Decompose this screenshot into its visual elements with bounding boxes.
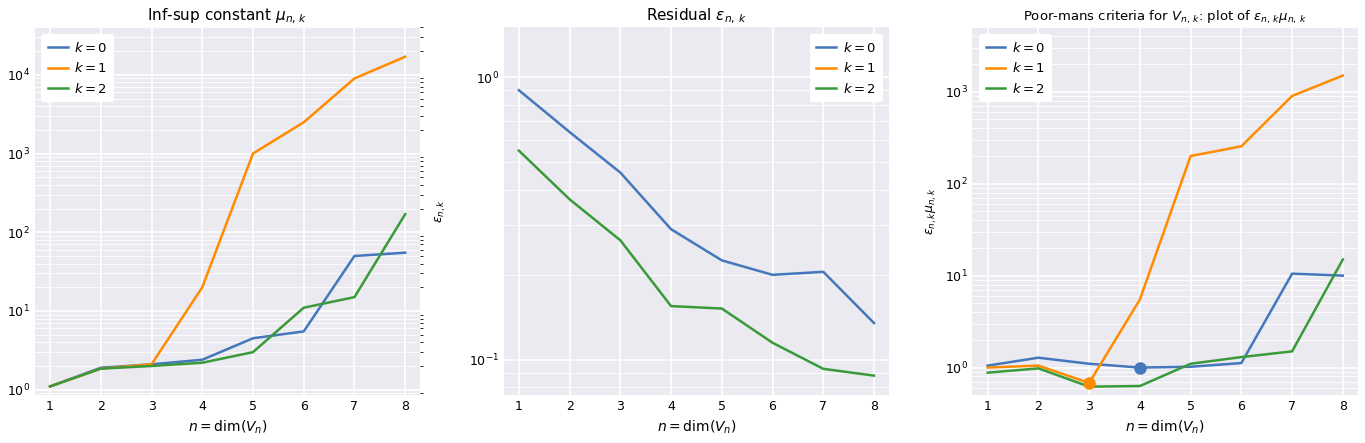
Line: $k = 1$: $k = 1$ <box>51 57 405 386</box>
$k = 2$ <box>663 303 680 309</box>
X-axis label: $n = \dim(V_n)$: $n = \dim(V_n)$ <box>188 419 268 436</box>
$k = 2$ <box>815 366 831 372</box>
$k = 0$ <box>1031 355 1047 360</box>
Legend: $k = 0$, $k = 1$, $k = 2$: $k = 0$, $k = 1$, $k = 2$ <box>809 34 883 102</box>
$k = 2$ <box>714 306 730 311</box>
X-axis label: $n = \dim(V_n)$: $n = \dim(V_n)$ <box>1125 419 1205 436</box>
$k = 1$ <box>296 120 313 125</box>
$k = 1$ <box>347 76 363 81</box>
$k = 2$ <box>143 363 160 369</box>
$k = 1$ <box>1031 363 1047 368</box>
$k = 1$ <box>244 151 261 156</box>
$k = 2$ <box>764 340 781 346</box>
$k = 2$ <box>1335 257 1351 262</box>
$k = 2$ <box>296 305 313 311</box>
$k = 0$ <box>663 226 680 232</box>
Line: $k = 2$: $k = 2$ <box>51 214 405 386</box>
$k = 1$ <box>1335 73 1351 78</box>
$k = 1$ <box>1284 93 1301 99</box>
$k = 2$ <box>865 373 882 378</box>
$k = 0$ <box>42 384 59 389</box>
$k = 1$ <box>1233 144 1249 149</box>
$k = 0$ <box>244 336 261 341</box>
$k = 1$ <box>1132 297 1148 302</box>
Line: $k = 0$: $k = 0$ <box>988 274 1343 368</box>
$k = 2$ <box>194 360 210 365</box>
$k = 2$ <box>1182 361 1198 366</box>
$k = 0$ <box>93 365 109 370</box>
$k = 2$ <box>561 197 577 202</box>
$k = 2$ <box>347 295 363 300</box>
$k = 0$ <box>1182 364 1198 369</box>
$k = 0$ <box>1132 365 1148 370</box>
$k = 2$ <box>1081 384 1097 389</box>
$k = 1$ <box>397 54 414 59</box>
Line: $k = 0$: $k = 0$ <box>51 253 405 386</box>
Line: $k = 2$: $k = 2$ <box>988 260 1343 387</box>
Y-axis label: $\varepsilon_{n,k}$: $\varepsilon_{n,k}$ <box>434 199 448 223</box>
Title: Poor-mans criteria for $V_{n,\,k}$: plot of $\varepsilon_{n,\,k}\mu_{n,\,k}$: Poor-mans criteria for $V_{n,\,k}$: plot… <box>1024 8 1308 26</box>
$k = 2$ <box>1233 354 1249 360</box>
$k = 0$ <box>980 363 996 368</box>
$k = 0$ <box>397 250 414 255</box>
$k = 0$ <box>865 320 882 326</box>
$k = 0$ <box>511 88 527 93</box>
$k = 2$ <box>980 370 996 375</box>
$k = 0$ <box>143 361 160 367</box>
$k = 1$ <box>1081 380 1097 385</box>
$k = 2$ <box>1284 349 1301 354</box>
X-axis label: $n = \dim(V_n)$: $n = \dim(V_n)$ <box>657 419 736 436</box>
$k = 0$ <box>347 253 363 259</box>
$k = 0$ <box>194 357 210 362</box>
$k = 2$ <box>612 237 628 243</box>
$k = 2$ <box>93 366 109 371</box>
Line: $k = 0$: $k = 0$ <box>519 90 874 323</box>
Title: Residual $\varepsilon_{n,\,k}$: Residual $\varepsilon_{n,\,k}$ <box>646 7 747 26</box>
$k = 0$ <box>764 272 781 277</box>
$k = 0$ <box>296 329 313 334</box>
Y-axis label: $\varepsilon_{n,k}\mu_{n,k}$: $\varepsilon_{n,k}\mu_{n,k}$ <box>925 187 939 235</box>
$k = 1$ <box>1182 153 1198 159</box>
$k = 2$ <box>1132 383 1148 389</box>
$k = 0$ <box>1284 271 1301 276</box>
$k = 1$ <box>980 365 996 370</box>
$k = 2$ <box>397 211 414 217</box>
$k = 0$ <box>1335 273 1351 278</box>
$k = 2$ <box>1031 366 1047 371</box>
$k = 1$ <box>194 285 210 290</box>
$k = 2$ <box>42 384 59 389</box>
$k = 0$ <box>1233 360 1249 365</box>
$k = 1$ <box>42 384 59 389</box>
$k = 0$ <box>815 269 831 275</box>
Title: Inf-sup constant $\mu_{n,\,k}$: Inf-sup constant $\mu_{n,\,k}$ <box>147 7 308 26</box>
Line: $k = 1$: $k = 1$ <box>988 76 1343 383</box>
$k = 2$ <box>244 350 261 355</box>
$k = 0$ <box>612 170 628 175</box>
$k = 0$ <box>561 129 577 135</box>
$k = 0$ <box>714 258 730 263</box>
Line: $k = 2$: $k = 2$ <box>519 151 874 376</box>
$k = 2$ <box>511 148 527 153</box>
Legend: $k = 0$, $k = 1$, $k = 2$: $k = 0$, $k = 1$, $k = 2$ <box>41 34 115 102</box>
$k = 0$ <box>1081 361 1097 366</box>
$k = 1$ <box>93 366 109 371</box>
Legend: $k = 0$, $k = 1$, $k = 2$: $k = 0$, $k = 1$, $k = 2$ <box>979 34 1052 102</box>
$k = 1$ <box>143 361 160 367</box>
